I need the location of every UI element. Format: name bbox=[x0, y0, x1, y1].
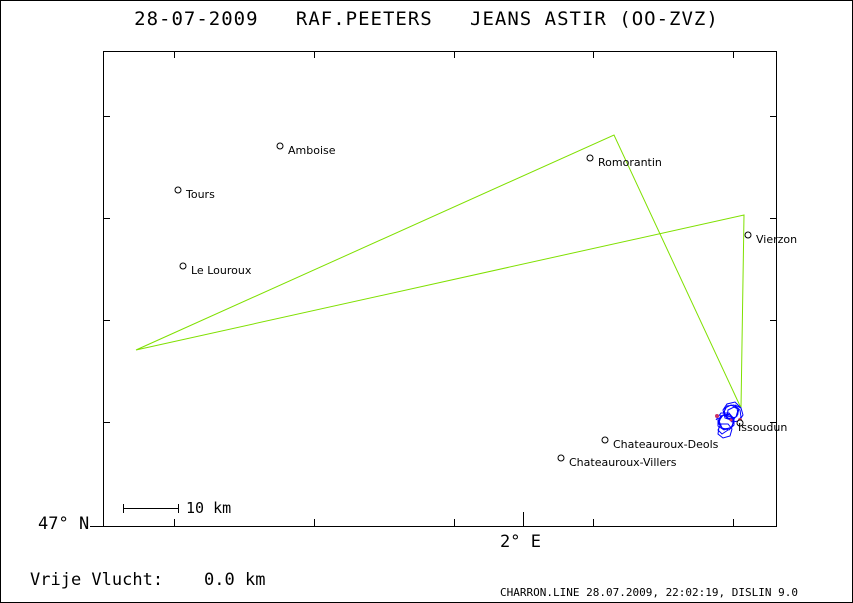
scale-bar-label: 10 km bbox=[186, 499, 232, 517]
town-marker-icon bbox=[736, 419, 744, 427]
left-ticks bbox=[103, 116, 110, 423]
free-flight-label: Vrije Vlucht: bbox=[30, 570, 164, 590]
flight-track bbox=[715, 401, 744, 439]
place-le-louroux: Le Louroux bbox=[179, 262, 252, 277]
place-label: Chateauroux-Deols bbox=[613, 438, 719, 451]
latitude-label: 47° N bbox=[38, 514, 90, 534]
place-chateauroux-villers: Chateauroux-Villers bbox=[557, 454, 677, 469]
town-marker-icon bbox=[601, 436, 609, 444]
top-ticks bbox=[174, 51, 734, 58]
right-ticks bbox=[770, 116, 777, 423]
place-label: Le Louroux bbox=[191, 264, 252, 277]
place-chateauroux-deols: Chateauroux-Deols bbox=[601, 436, 719, 451]
town-marker-icon bbox=[276, 142, 284, 150]
place-vierzon: Vierzon bbox=[744, 231, 797, 246]
place-tours: Tours bbox=[174, 186, 215, 201]
place-label: Romorantin bbox=[598, 156, 662, 169]
map-title: 28-07-2009 RAF.PEETERS JEANS ASTIR (OO-Z… bbox=[134, 8, 719, 30]
place-amboise: Amboise bbox=[276, 142, 336, 157]
scale-bar bbox=[123, 504, 179, 513]
place-label: Amboise bbox=[288, 144, 336, 157]
place-issoudun: Issoudun bbox=[736, 419, 787, 434]
bottom-ticks bbox=[174, 512, 734, 527]
free-flight-value: 0.0 km bbox=[204, 570, 266, 590]
longitude-label: 2° E bbox=[500, 532, 541, 552]
place-label: Tours bbox=[185, 188, 215, 201]
town-marker-icon bbox=[586, 154, 594, 162]
plot-frame bbox=[103, 51, 777, 527]
town-marker-icon bbox=[179, 262, 187, 270]
town-marker-icon bbox=[174, 186, 182, 194]
town-marker-icon bbox=[744, 231, 752, 239]
town-marker-icon bbox=[557, 454, 565, 462]
place-romorantin: Romorantin bbox=[586, 154, 662, 169]
place-label: Chateauroux-Villers bbox=[569, 456, 677, 469]
place-label: Vierzon bbox=[756, 233, 797, 246]
footer-info: CHARRON.LINE 28.07.2009, 22:02:19, DISLI… bbox=[500, 586, 799, 599]
free-flight-distance: Vrije Vlucht: 0.0 km bbox=[30, 570, 265, 590]
place-label: Issoudun bbox=[738, 421, 787, 434]
